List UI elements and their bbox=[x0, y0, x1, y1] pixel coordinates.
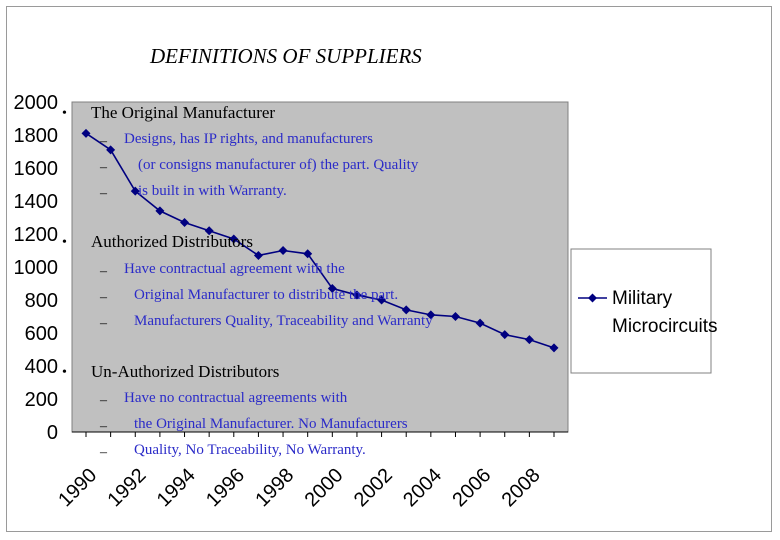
data-point bbox=[475, 318, 485, 328]
series-line bbox=[85, 132, 555, 349]
series-military-microcircuits bbox=[81, 128, 559, 353]
data-point bbox=[450, 312, 460, 321]
data-point bbox=[377, 295, 387, 305]
x-tick-label: 2006 bbox=[448, 464, 495, 511]
data-point bbox=[180, 217, 190, 227]
x-tick-label: 2008 bbox=[498, 464, 545, 511]
plot-area bbox=[71, 101, 569, 433]
x-tick-label: 2002 bbox=[350, 464, 397, 511]
slide-title: DEFINITIONS OF SUPPLIERS bbox=[150, 44, 422, 68]
y-tick-label: 1000 bbox=[14, 257, 59, 279]
legend: Military Microcircuits bbox=[570, 248, 718, 374]
data-point bbox=[130, 186, 140, 196]
x-tick-label: 1996 bbox=[202, 464, 249, 511]
x-tick-label: 1994 bbox=[153, 464, 200, 511]
data-point bbox=[426, 310, 436, 320]
x-tick-label: 1992 bbox=[104, 464, 151, 511]
y-tick-label: 1400 bbox=[14, 191, 59, 213]
y-axis: 0 200 400 600 800 1000 1200 1400 1600 1800 2000 bbox=[14, 92, 59, 444]
x-tick-label: 1990 bbox=[54, 464, 101, 511]
y-tick-label: 200 bbox=[25, 389, 58, 411]
y-tick-label: 400 bbox=[25, 356, 58, 378]
legend-label: Microcircuits bbox=[612, 316, 718, 337]
x-axis: 1990 1992 1994 1996 1998 2000 2002 2004 2006 2008 bbox=[54, 431, 568, 511]
data-point bbox=[81, 128, 91, 138]
data-point bbox=[204, 226, 214, 236]
data-point bbox=[253, 250, 263, 260]
data-point bbox=[106, 145, 116, 155]
data-point bbox=[303, 249, 313, 259]
data-point bbox=[155, 206, 165, 216]
data-point bbox=[278, 246, 288, 255]
y-tick-label: 1200 bbox=[14, 224, 59, 246]
data-point bbox=[352, 290, 362, 300]
y-tick-label: 1600 bbox=[14, 158, 59, 180]
legend-box bbox=[570, 248, 712, 374]
data-point bbox=[500, 330, 510, 340]
legend-swatch-marker bbox=[588, 293, 597, 303]
slide-frame bbox=[6, 6, 772, 532]
x-tick-label: 1998 bbox=[251, 464, 298, 511]
x-tick-label: 2004 bbox=[399, 464, 446, 511]
data-point bbox=[549, 343, 559, 353]
y-tick-label: 0 bbox=[47, 422, 58, 444]
y-tick-label: 600 bbox=[25, 323, 58, 345]
y-tick-label: 800 bbox=[25, 290, 58, 312]
data-point bbox=[229, 234, 239, 244]
data-point bbox=[401, 305, 411, 315]
y-tick-label: 2000 bbox=[14, 92, 59, 114]
x-tick-label: 2000 bbox=[301, 464, 348, 511]
data-point bbox=[524, 335, 534, 345]
data-point bbox=[327, 283, 337, 293]
y-tick-label: 1800 bbox=[14, 125, 59, 147]
legend-label: Military bbox=[612, 288, 673, 309]
